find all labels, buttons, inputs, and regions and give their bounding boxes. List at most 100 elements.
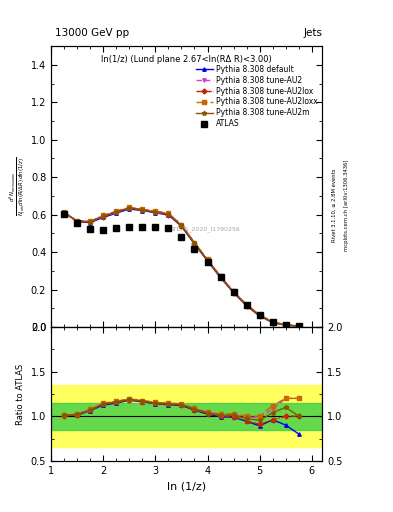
Pythia 8.308 tune-AU2loxx <box>192 240 197 246</box>
Pythia 8.308 tune-AU2lox <box>244 303 249 309</box>
Line: Pythia 8.308 tune-AU2: Pythia 8.308 tune-AU2 <box>62 206 301 328</box>
ATLAS <box>166 225 171 231</box>
Pythia 8.308 tune-AU2lox <box>270 319 275 326</box>
Pythia 8.308 tune-AU2loxx <box>101 212 106 219</box>
Pythia 8.308 tune-AU2loxx <box>88 218 93 224</box>
Pythia 8.308 tune-AU2 <box>283 322 288 328</box>
Pythia 8.308 tune-AU2loxx <box>127 204 132 210</box>
Pythia 8.308 tune-AU2lox <box>283 322 288 328</box>
Pythia 8.308 tune-AU2lox <box>231 289 236 295</box>
ATLAS <box>153 224 158 230</box>
Line: Pythia 8.308 tune-AU2m: Pythia 8.308 tune-AU2m <box>62 205 301 329</box>
Pythia 8.308 tune-AU2m <box>231 289 236 295</box>
Pythia 8.308 default <box>192 241 197 247</box>
Pythia 8.308 tune-AU2m <box>218 274 223 280</box>
Pythia 8.308 default <box>140 207 145 214</box>
ATLAS <box>88 226 93 232</box>
Text: mcplots.cern.ch [arXiv:1306.3436]: mcplots.cern.ch [arXiv:1306.3436] <box>344 159 349 250</box>
Pythia 8.308 default <box>296 323 301 329</box>
Pythia 8.308 tune-AU2lox <box>179 223 184 229</box>
Pythia 8.308 tune-AU2lox <box>192 241 197 247</box>
Pythia 8.308 tune-AU2m <box>114 209 119 215</box>
Pythia 8.308 tune-AU2m <box>101 213 106 219</box>
Text: Rivet 3.1.10, ≥ 2.8M events: Rivet 3.1.10, ≥ 2.8M events <box>332 168 337 242</box>
Pythia 8.308 tune-AU2loxx <box>283 322 288 328</box>
Pythia 8.308 tune-AU2 <box>153 208 158 215</box>
Y-axis label: Ratio to ATLAS: Ratio to ATLAS <box>16 364 25 424</box>
Text: ATLAS_2020_I1790256: ATLAS_2020_I1790256 <box>170 226 241 231</box>
Pythia 8.308 default <box>114 210 119 216</box>
Pythia 8.308 tune-AU2m <box>127 205 132 211</box>
ATLAS <box>205 260 210 266</box>
Pythia 8.308 default <box>283 322 288 328</box>
Pythia 8.308 tune-AU2m <box>62 210 66 216</box>
Pythia 8.308 tune-AU2loxx <box>166 210 171 217</box>
Pythia 8.308 tune-AU2m <box>192 240 197 246</box>
Line: Pythia 8.308 tune-AU2loxx: Pythia 8.308 tune-AU2loxx <box>62 206 301 328</box>
Pythia 8.308 tune-AU2lox <box>140 207 145 214</box>
Pythia 8.308 tune-AU2loxx <box>296 323 301 329</box>
Bar <box>51 385 322 447</box>
Pythia 8.308 default <box>75 219 79 225</box>
Pythia 8.308 tune-AU2m <box>75 218 79 224</box>
Pythia 8.308 tune-AU2 <box>296 323 301 329</box>
ATLAS <box>283 322 288 328</box>
Pythia 8.308 tune-AU2m <box>179 222 184 228</box>
Pythia 8.308 tune-AU2m <box>153 209 158 215</box>
ATLAS <box>127 224 132 230</box>
Pythia 8.308 tune-AU2m <box>257 312 262 318</box>
Pythia 8.308 tune-AU2loxx <box>218 273 223 280</box>
Pythia 8.308 default <box>257 313 262 319</box>
Pythia 8.308 tune-AU2m <box>205 257 210 263</box>
Bar <box>51 403 322 430</box>
Line: Pythia 8.308 tune-AU2lox: Pythia 8.308 tune-AU2lox <box>62 207 301 328</box>
Pythia 8.308 tune-AU2lox <box>166 211 171 218</box>
Pythia 8.308 default <box>218 275 223 281</box>
Pythia 8.308 tune-AU2lox <box>127 205 132 211</box>
Pythia 8.308 default <box>179 223 184 229</box>
Pythia 8.308 tune-AU2 <box>231 289 236 295</box>
ATLAS <box>257 312 262 318</box>
Pythia 8.308 tune-AU2lox <box>62 210 66 217</box>
Pythia 8.308 default <box>88 220 93 226</box>
Pythia 8.308 tune-AU2lox <box>205 258 210 264</box>
Pythia 8.308 tune-AU2loxx <box>179 222 184 228</box>
ATLAS <box>192 246 197 252</box>
Pythia 8.308 tune-AU2lox <box>153 209 158 216</box>
Pythia 8.308 default <box>166 212 171 218</box>
ATLAS <box>101 226 106 232</box>
Text: ln(1/z) (Lund plane 2.67<ln(RΔ R)<3.00): ln(1/z) (Lund plane 2.67<ln(RΔ R)<3.00) <box>101 54 272 63</box>
Legend: Pythia 8.308 default, Pythia 8.308 tune-AU2, Pythia 8.308 tune-AU2lox, Pythia 8.: Pythia 8.308 default, Pythia 8.308 tune-… <box>193 61 321 131</box>
Pythia 8.308 tune-AU2lox <box>218 274 223 281</box>
Pythia 8.308 default <box>127 206 132 212</box>
Pythia 8.308 tune-AU2m <box>270 319 275 325</box>
Pythia 8.308 tune-AU2loxx <box>231 288 236 294</box>
Pythia 8.308 tune-AU2 <box>88 218 93 224</box>
ATLAS <box>75 220 79 226</box>
Pythia 8.308 tune-AU2lox <box>257 313 262 319</box>
ATLAS <box>231 289 236 295</box>
Pythia 8.308 tune-AU2m <box>244 302 249 308</box>
ATLAS <box>270 319 275 326</box>
Pythia 8.308 tune-AU2m <box>296 323 301 329</box>
ATLAS <box>140 224 145 230</box>
Y-axis label: $\frac{d^2 N_{emissions}}{N_{jets} d\ln(R/\Delta R)\, d\ln(1/z)}$: $\frac{d^2 N_{emissions}}{N_{jets} d\ln(… <box>8 157 28 216</box>
Pythia 8.308 tune-AU2m <box>283 322 288 328</box>
Pythia 8.308 tune-AU2 <box>127 204 132 210</box>
Pythia 8.308 tune-AU2 <box>166 210 171 217</box>
Pythia 8.308 tune-AU2loxx <box>62 209 66 216</box>
Pythia 8.308 tune-AU2 <box>140 206 145 212</box>
ATLAS <box>296 323 301 329</box>
ATLAS <box>114 225 119 231</box>
ATLAS <box>62 210 66 217</box>
Pythia 8.308 tune-AU2m <box>88 219 93 225</box>
Pythia 8.308 tune-AU2 <box>205 257 210 263</box>
Pythia 8.308 tune-AU2 <box>257 312 262 318</box>
Line: ATLAS: ATLAS <box>61 210 302 329</box>
Pythia 8.308 tune-AU2 <box>62 210 66 216</box>
Pythia 8.308 tune-AU2loxx <box>153 208 158 215</box>
Pythia 8.308 tune-AU2lox <box>88 219 93 225</box>
ATLAS <box>244 302 249 308</box>
Pythia 8.308 default <box>205 258 210 264</box>
Pythia 8.308 default <box>244 303 249 309</box>
